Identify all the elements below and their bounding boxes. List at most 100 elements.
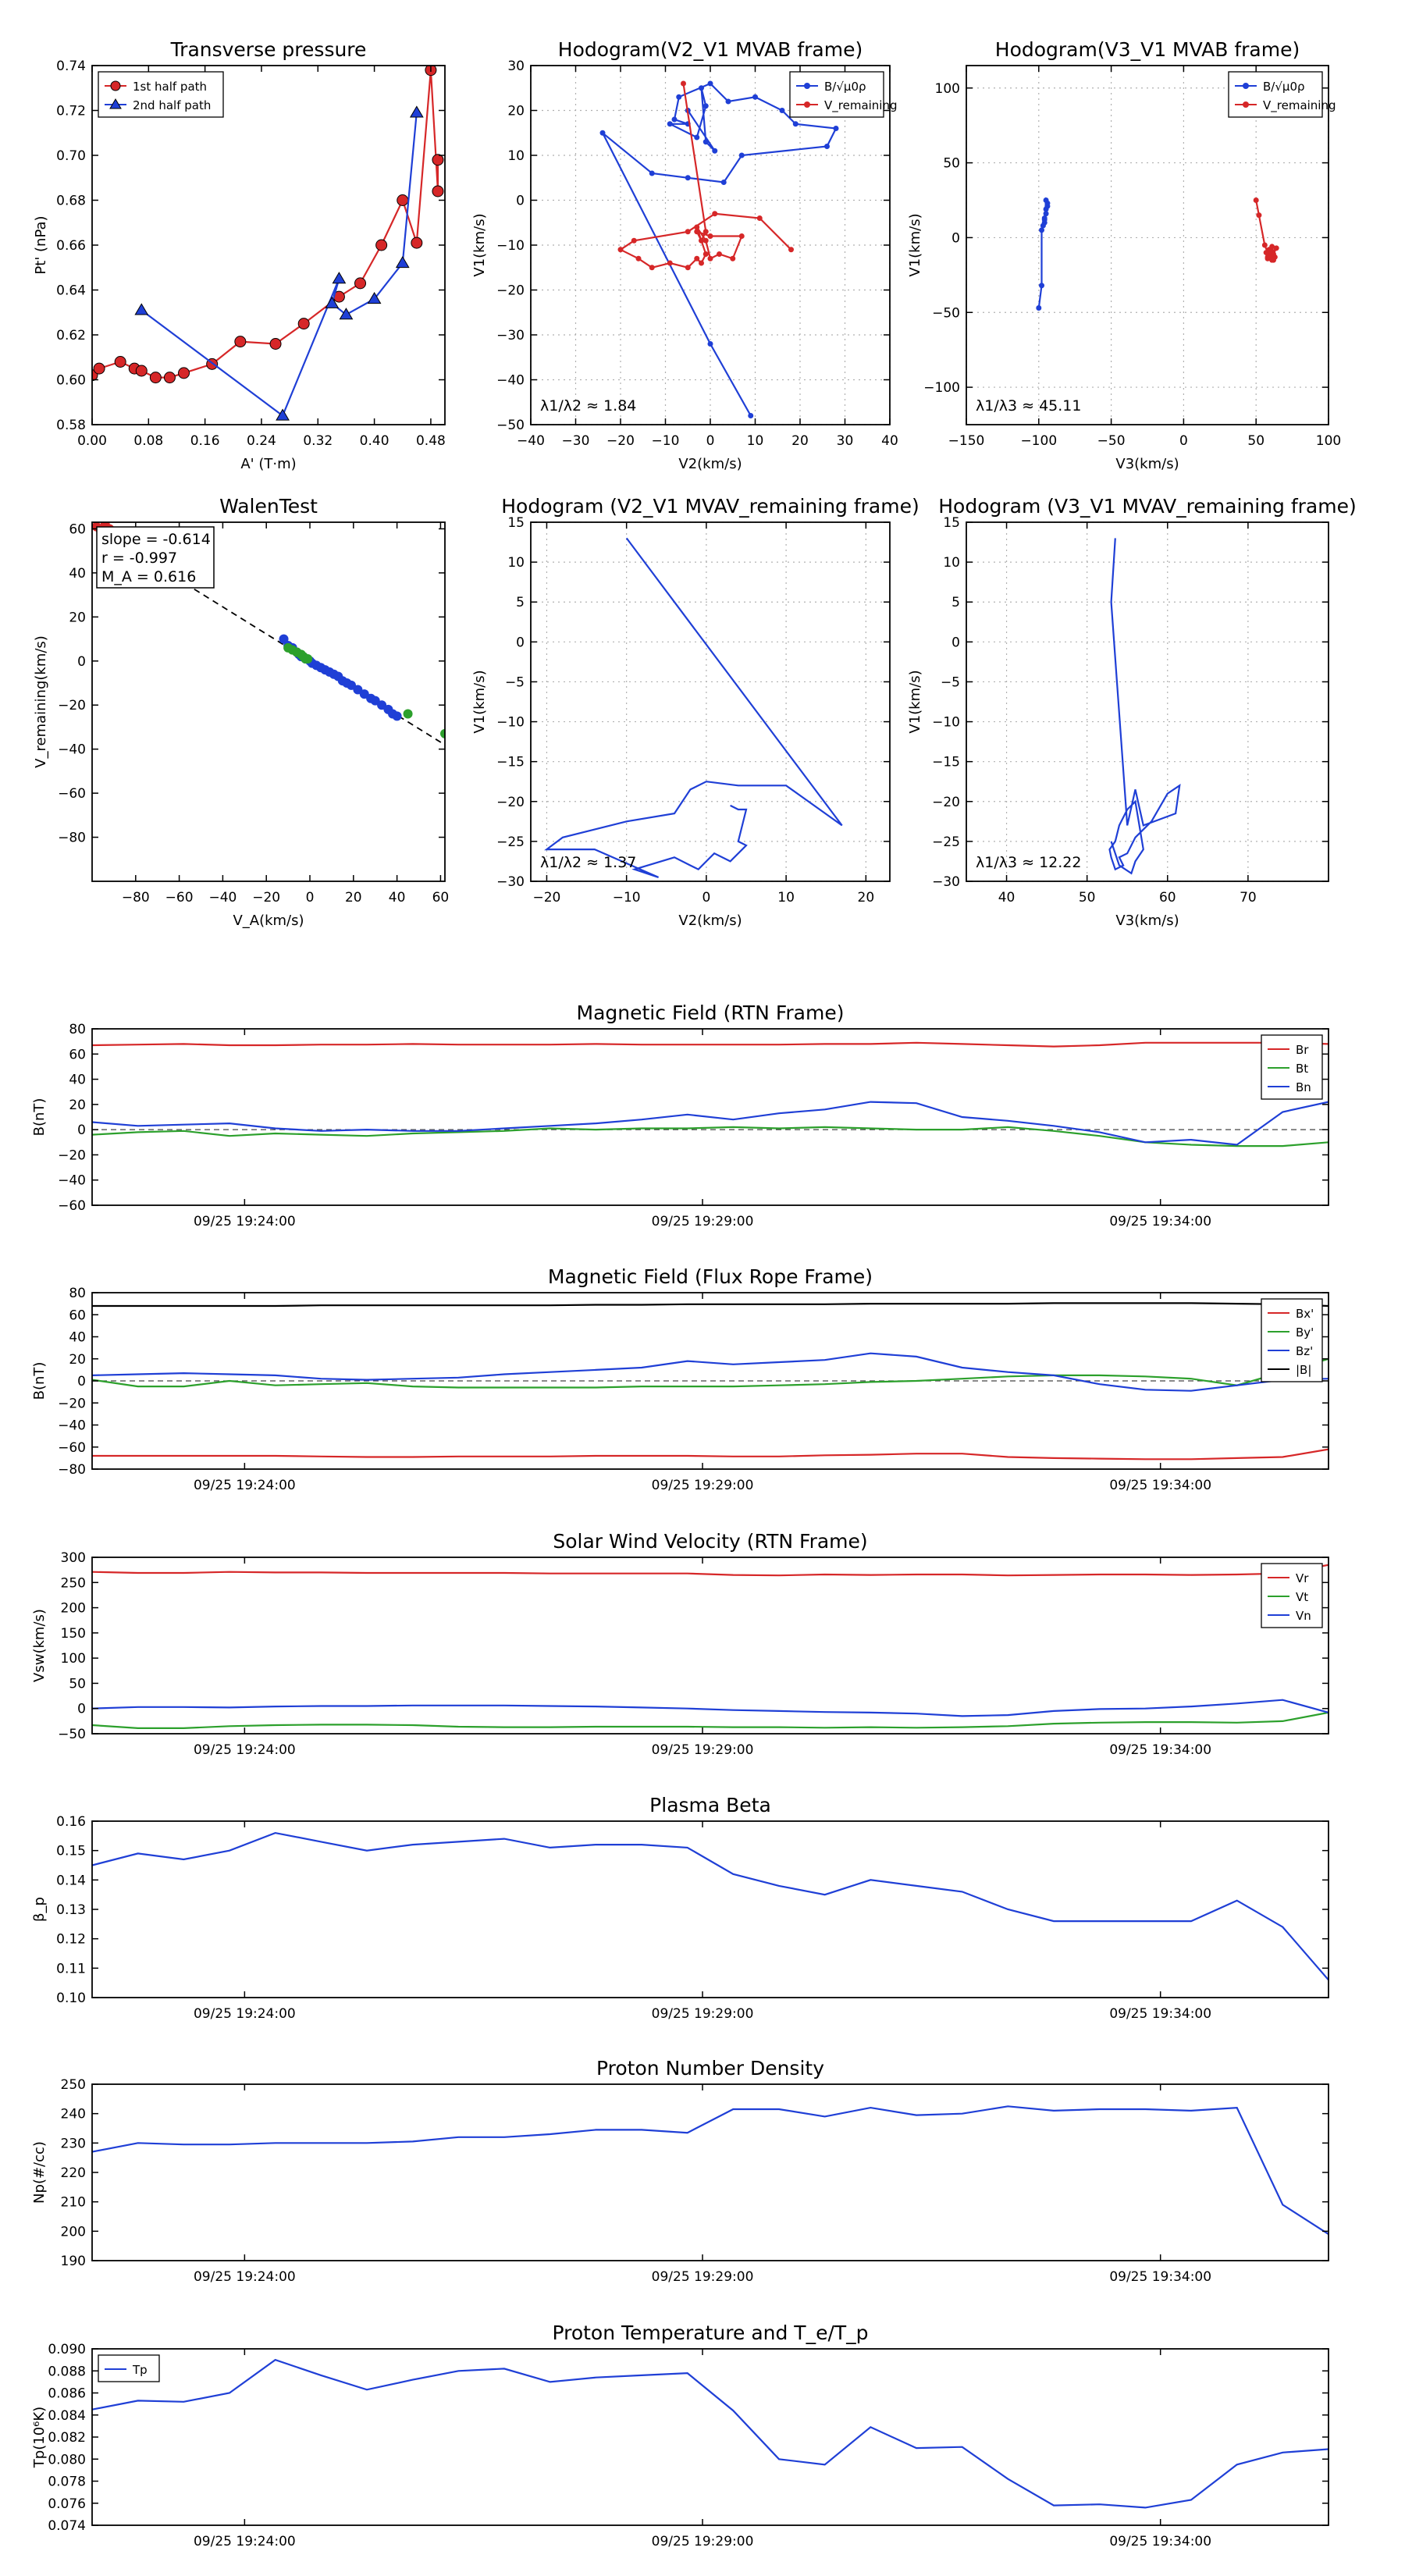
x-tick-label: 09/25 19:34:00 — [1109, 2534, 1211, 2549]
y-tick-label: 0.16 — [56, 1814, 86, 1830]
plot-frame — [530, 521, 891, 882]
data-point — [631, 237, 637, 244]
x-tick-label: 09/25 19:24:00 — [194, 1742, 296, 1758]
series-line-0 — [92, 1831, 1329, 1981]
series-group — [92, 1302, 1329, 1461]
data-point — [671, 116, 678, 123]
x-tick-label: 09/25 19:24:00 — [194, 2006, 296, 2022]
stats-line: slope = -0.614 — [101, 531, 211, 548]
y-tick-label: 0.60 — [56, 373, 86, 389]
data-point — [354, 277, 367, 290]
x-tick-label: 09/25 19:29:00 — [652, 2534, 754, 2549]
series-line-0 — [544, 537, 843, 878]
data-point — [279, 634, 289, 644]
data-point — [392, 711, 402, 721]
legend-label: B/√μ0ρ — [824, 80, 866, 94]
y-tick-label: 0.088 — [48, 2364, 86, 2379]
legend-marker — [1243, 101, 1249, 108]
data-point — [1043, 197, 1049, 203]
chart-hodo1: −40 −30 −20 −10 0 10 20 30 40−50−40−30−20−100102… — [471, 38, 898, 472]
legend-label: 1st half path — [133, 80, 207, 94]
series-group — [92, 1831, 1329, 1981]
y-axis-label: V1(km/s) — [471, 670, 488, 733]
y-tick-label: 220 — [61, 2165, 86, 2181]
data-point — [752, 94, 758, 100]
data-point — [738, 233, 745, 239]
x-tick-label: 100 — [1316, 433, 1341, 449]
x-tick-label: 09/25 19:34:00 — [1109, 1742, 1211, 1758]
x-tick-label: 09/25 19:24:00 — [194, 2534, 296, 2549]
series-group — [544, 537, 843, 878]
x-tick-label: 0 — [1179, 433, 1188, 449]
eigen-ratio-label: λ1/λ3 ≈ 45.11 — [976, 397, 1081, 415]
y-tick-label: 200 — [61, 2224, 86, 2240]
x-tick-label: 09/25 19:29:00 — [652, 1742, 754, 1758]
y-tick-label: −50 — [496, 418, 525, 433]
x-tick-label: −20 — [252, 890, 280, 906]
y-tick-label: 100 — [61, 1651, 86, 1667]
legend-marker — [804, 101, 810, 108]
data-point — [649, 265, 655, 271]
legend-marker — [110, 80, 121, 91]
plot-frame — [530, 65, 891, 425]
plot-frame — [966, 65, 1329, 425]
chart-title: Hodogram (V3_V1 MVAV_remaining frame) — [938, 495, 1357, 518]
eigen-ratio-label: λ1/λ3 ≈ 12.22 — [976, 854, 1081, 871]
legend-label: Vn — [1296, 1609, 1311, 1623]
x-tick-label: 40 — [389, 890, 406, 906]
y-tick-label: −50 — [58, 1727, 86, 1742]
chart-hodo4: 40 50 60 70 −30 −25 −20 −15 −10 −5 0 5 10 15Hodogram … — [907, 495, 1357, 929]
data-point — [411, 237, 423, 249]
data-point — [276, 408, 290, 421]
data-point — [599, 130, 606, 136]
series-line-1 — [92, 1126, 1329, 1147]
legend: Br Bt Bn — [1261, 1034, 1323, 1100]
y-axis-label: V1(km/s) — [907, 670, 923, 733]
y-axis-label: B(nT) — [31, 1098, 48, 1137]
y-axis-label: Pt' (nPa) — [33, 215, 49, 274]
y-tick-label: 0.74 — [56, 59, 86, 74]
y-tick-label: −15 — [932, 755, 960, 770]
x-tick-label: −60 — [165, 890, 194, 906]
x-tick-label: −80 — [122, 890, 150, 906]
data-point — [712, 211, 718, 217]
chart-hodo2: −150 −100 −50 0 50 100 −100 −50 0 50 100 Hodogram(V… — [907, 38, 1341, 472]
y-tick-label: 0.14 — [56, 1873, 86, 1888]
y-tick-label: −40 — [58, 742, 86, 758]
y-tick-label: −20 — [58, 1147, 86, 1163]
series-group — [1108, 538, 1181, 875]
legend: Vr Vt Vn — [1261, 1563, 1323, 1628]
chart-temp: 09/25 19:24:00 09/25 19:29:00 09/25 19:34:… — [31, 2322, 1329, 2549]
data-point — [1039, 283, 1045, 289]
series-line-0 — [602, 82, 838, 417]
data-point — [694, 229, 700, 235]
stats-line: r = -0.997 — [101, 550, 177, 567]
y-tick-label: 0.12 — [56, 1932, 86, 1948]
chart-hodo3: −20 −10 0 10 20 −30 −25 −20 −15 −10 −5 0 5 10 15Hodogr… — [471, 495, 919, 929]
x-tick-label: 09/25 19:24:00 — [194, 2269, 296, 2285]
y-tick-label: 0 — [77, 1123, 86, 1138]
series-group — [599, 80, 839, 418]
x-tick-label: 0.40 — [360, 433, 389, 449]
x-tick-label: −150 — [948, 433, 985, 449]
x-tick-label: 20 — [791, 433, 809, 449]
series-line-2 — [92, 1101, 1329, 1146]
data-point — [432, 154, 444, 166]
legend-label: 2nd half path — [133, 98, 211, 112]
legend-label: By' — [1296, 1325, 1314, 1340]
plot-frame — [91, 2348, 1329, 2526]
y-tick-label: 10 — [943, 555, 960, 571]
series-group — [92, 1564, 1329, 1729]
data-point — [694, 255, 700, 262]
x-tick-label: 0.16 — [190, 433, 220, 449]
y-axis-label: Tp(10⁶K) — [31, 2407, 48, 2468]
y-tick-label: 0 — [516, 194, 525, 209]
data-point — [1270, 251, 1276, 257]
x-tick-label: −40 — [517, 433, 545, 449]
y-tick-label: 20 — [69, 610, 86, 625]
legend-label: Vr — [1296, 1571, 1309, 1585]
data-point — [303, 653, 313, 664]
data-point — [792, 121, 799, 127]
x-tick-label: 09/25 19:24:00 — [194, 1214, 296, 1229]
